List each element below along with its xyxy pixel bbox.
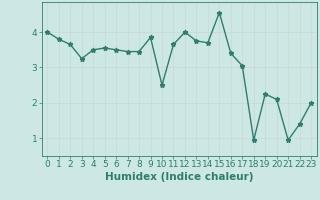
X-axis label: Humidex (Indice chaleur): Humidex (Indice chaleur)	[105, 172, 253, 182]
